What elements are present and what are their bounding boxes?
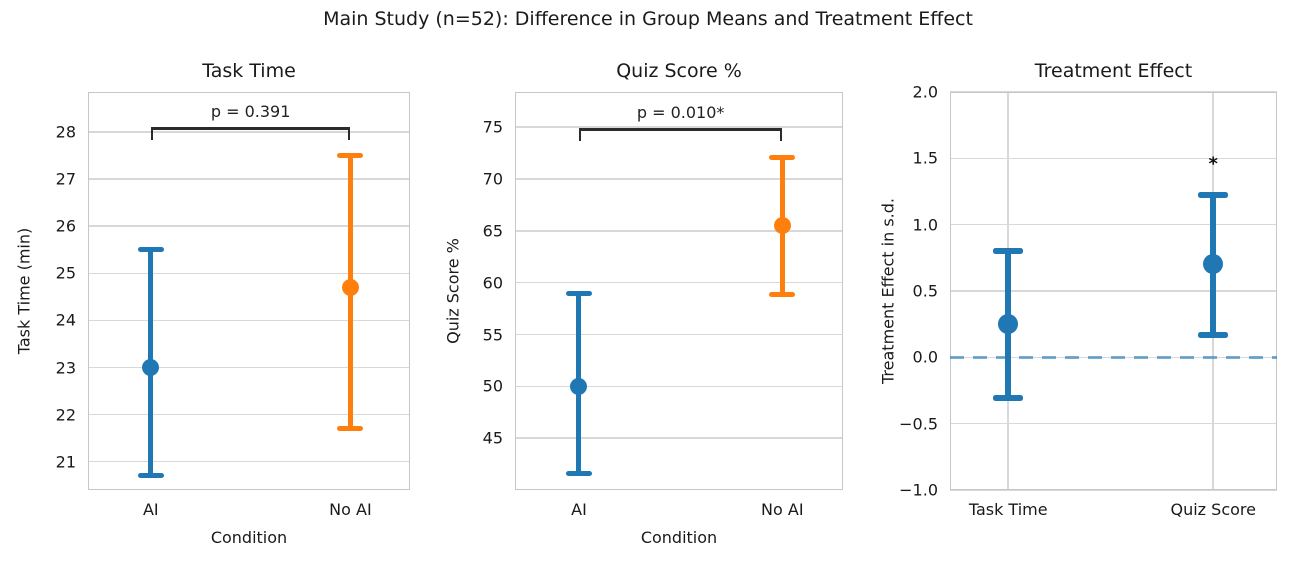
y-tick-label: −1.0 <box>899 480 938 500</box>
errorbar-cap <box>993 395 1024 402</box>
y-gridline <box>88 460 410 463</box>
significance-bracket-tick <box>779 128 783 142</box>
significance-label: p = 0.391 <box>210 102 291 122</box>
y-tick-label: 23 <box>55 358 76 378</box>
y-gridline <box>515 178 843 180</box>
x-tick-label: Quiz Score <box>1170 500 1256 519</box>
data-point-marker <box>1203 254 1224 275</box>
y-tick-label: −0.5 <box>899 414 938 434</box>
y-tick-label: 50 <box>482 376 503 396</box>
errorbar-cap <box>769 154 796 160</box>
y-tick-label: 70 <box>482 169 503 189</box>
errorbar-cap <box>565 470 592 476</box>
y-tick-label: 1.5 <box>912 148 938 168</box>
significance-label: p = 0.010* <box>636 103 725 123</box>
panel-title: Task Time <box>202 60 296 82</box>
y-gridline <box>88 366 410 369</box>
axes-frame <box>88 92 410 490</box>
errorbar-cap <box>1198 192 1229 199</box>
x-tick-label: Task Time <box>968 500 1048 519</box>
errorbar-cap <box>337 153 364 159</box>
y-tick-label: 75 <box>482 117 503 137</box>
y-gridline <box>88 131 410 133</box>
y-tick-label: 45 <box>482 428 503 448</box>
y-tick-label: 22 <box>55 405 76 425</box>
y-gridline <box>950 290 1277 292</box>
errorbar-cap <box>137 247 164 253</box>
y-gridline <box>515 281 843 284</box>
errorbar-cap <box>565 290 592 296</box>
y-gridline <box>88 319 410 322</box>
y-tick-label: 27 <box>55 169 76 189</box>
significance-bracket-tick <box>578 128 582 142</box>
data-point-marker <box>998 314 1019 335</box>
significance-bracket <box>578 128 783 131</box>
y-tick-label: 1.0 <box>912 215 938 235</box>
y-gridline <box>515 437 843 439</box>
y-tick-label: 65 <box>482 221 503 241</box>
data-point-marker <box>570 377 588 395</box>
significance-bracket-tick <box>347 127 351 141</box>
data-point-marker <box>142 359 160 377</box>
y-gridline <box>88 272 410 275</box>
y-tick-label: 24 <box>55 310 76 330</box>
significance-asterisk: * <box>1208 153 1218 175</box>
y-gridline <box>88 178 410 180</box>
x-axis-label: Condition <box>210 528 288 547</box>
y-tick-label: 28 <box>55 122 76 142</box>
errorbar-cap <box>137 473 164 479</box>
data-point-marker <box>341 278 359 296</box>
figure-title: Main Study (n=52): Difference in Group M… <box>323 8 973 30</box>
errorbar-cap <box>1198 331 1229 338</box>
errorbar-cap <box>993 248 1024 255</box>
errorbar-cap <box>337 426 364 432</box>
y-gridline <box>88 225 410 227</box>
x-tick-label: AI <box>142 500 159 519</box>
panel-title: Treatment Effect <box>1034 60 1193 82</box>
errorbar-cap <box>769 291 796 297</box>
y-gridline <box>515 230 843 232</box>
x-axis-label: Condition <box>640 528 718 547</box>
data-point-marker <box>773 217 791 235</box>
y-gridline <box>950 157 1277 160</box>
y-gridline <box>515 333 843 336</box>
axes-frame <box>950 92 1277 490</box>
y-gridline <box>515 126 843 128</box>
y-axis-label: Task Time (min) <box>14 227 34 355</box>
x-tick-label: No AI <box>329 500 372 519</box>
y-gridline <box>88 413 410 416</box>
zero-reference-line <box>950 355 1277 360</box>
y-tick-label: 2.0 <box>912 82 938 102</box>
y-gridline <box>950 422 1277 425</box>
y-gridline <box>950 223 1277 226</box>
y-tick-label: 21 <box>55 452 76 472</box>
y-tick-label: 60 <box>482 273 503 293</box>
y-gridline <box>515 385 843 388</box>
axes-frame <box>515 92 843 490</box>
y-gridline <box>950 489 1277 491</box>
panel-title: Quiz Score % <box>616 60 742 82</box>
significance-bracket <box>150 127 351 130</box>
y-tick-label: 26 <box>55 216 76 236</box>
y-tick-label: 55 <box>482 325 503 345</box>
significance-bracket-tick <box>150 127 154 141</box>
x-tick-label: AI <box>571 500 587 519</box>
y-tick-label: 0.5 <box>912 281 938 301</box>
y-tick-label: 0.0 <box>912 347 938 367</box>
x-tick-label: No AI <box>761 500 804 519</box>
y-tick-label: 25 <box>55 263 76 283</box>
